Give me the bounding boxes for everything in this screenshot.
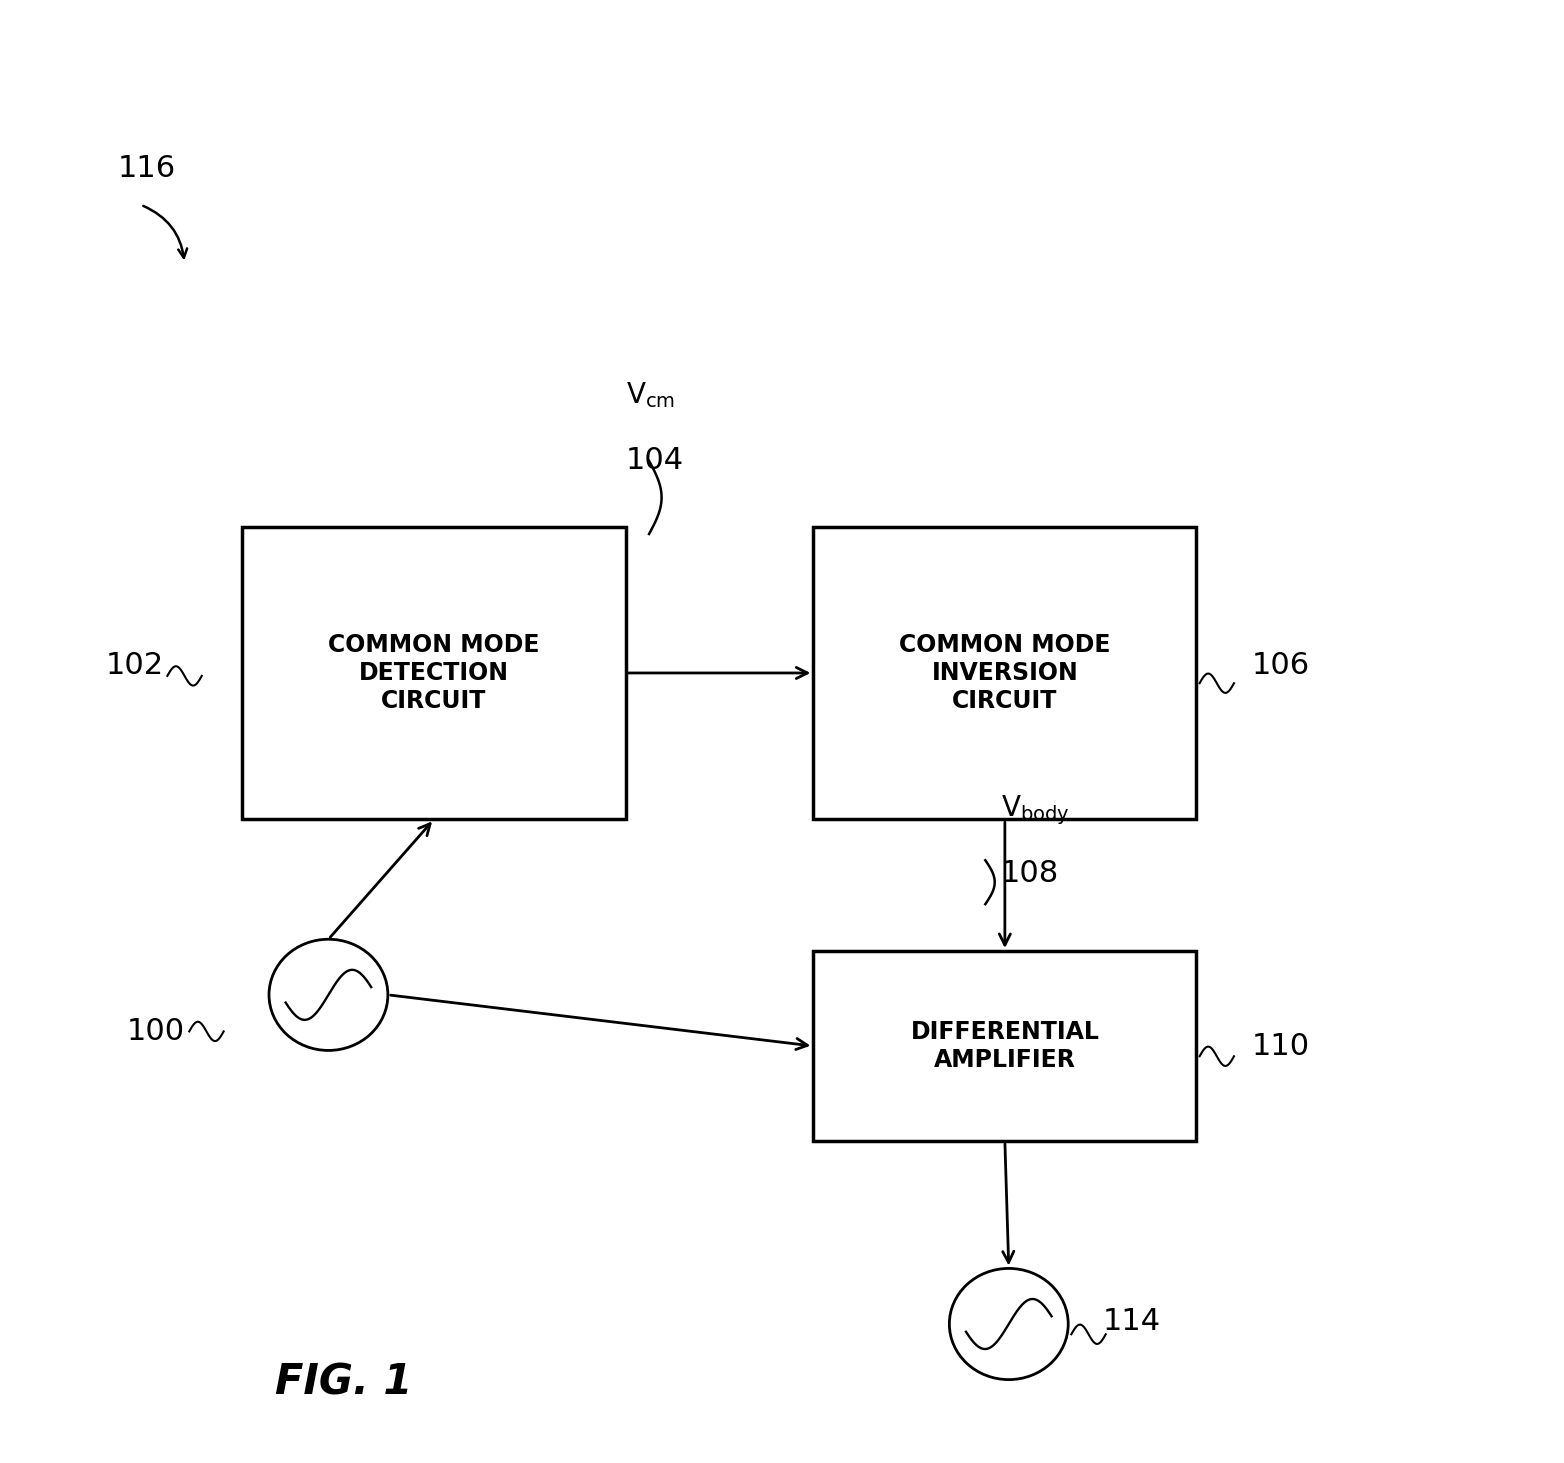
Text: $\mathregular{V_{cm}}$: $\mathregular{V_{cm}}$	[626, 380, 674, 410]
Bar	[813, 951, 1196, 1141]
Text: COMMON MODE
INVERSION
CIRCUIT: COMMON MODE INVERSION CIRCUIT	[899, 633, 1110, 712]
Text: 110: 110	[1251, 1031, 1309, 1061]
Text: COMMON MODE
DETECTION
CIRCUIT: COMMON MODE DETECTION CIRCUIT	[328, 633, 540, 712]
Bar	[813, 527, 1196, 819]
Text: 102: 102	[106, 651, 164, 680]
Text: 106: 106	[1251, 651, 1309, 680]
Text: 108: 108	[1001, 859, 1059, 888]
Text: 104: 104	[626, 446, 683, 475]
Text: 100: 100	[127, 1017, 185, 1046]
Text: DIFFERENTIAL
AMPLIFIER: DIFFERENTIAL AMPLIFIER	[910, 1020, 1099, 1072]
Text: FIG. 1: FIG. 1	[275, 1362, 413, 1403]
Text: $\mathregular{V_{body}}$: $\mathregular{V_{body}}$	[1001, 793, 1070, 827]
Text: 114: 114	[1103, 1306, 1160, 1336]
Text: 116: 116	[117, 154, 175, 183]
Bar	[242, 527, 626, 819]
